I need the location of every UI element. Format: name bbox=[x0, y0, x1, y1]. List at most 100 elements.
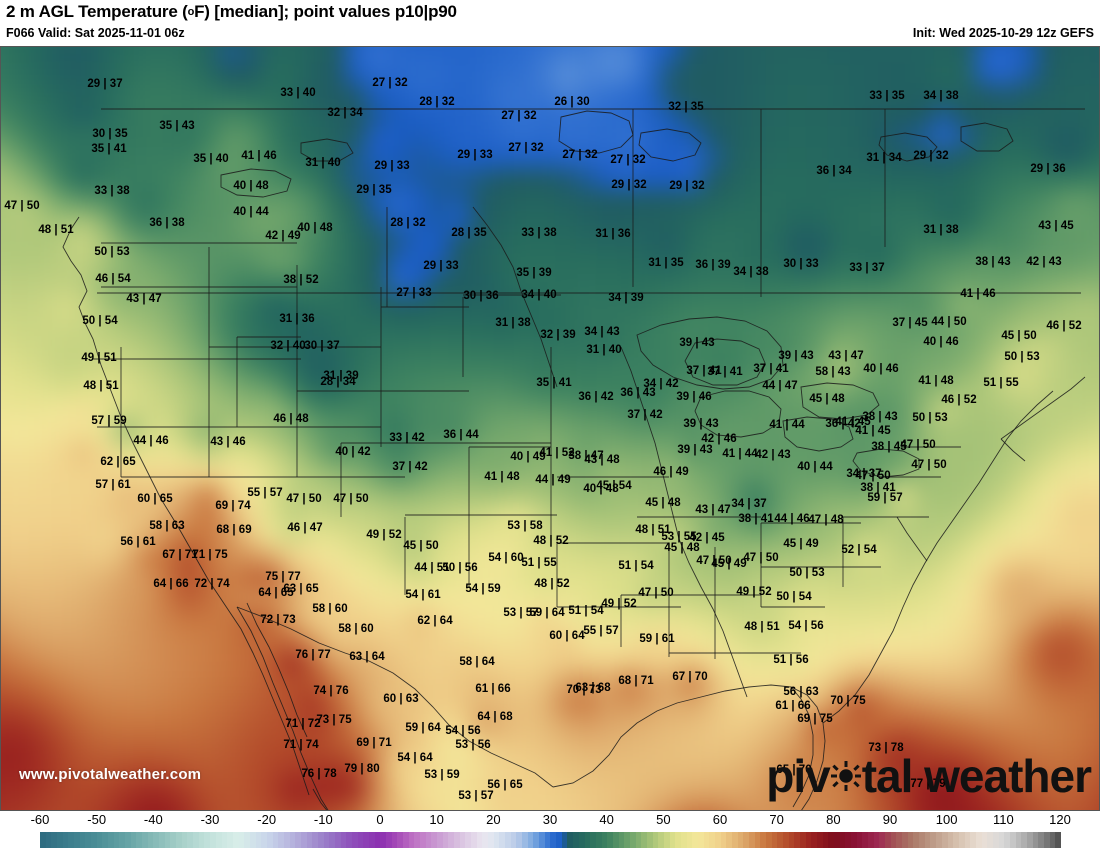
point-value: 47 | 50 bbox=[696, 555, 732, 567]
colorbar-segment bbox=[1032, 832, 1039, 848]
point-value: 37 | 41 bbox=[707, 366, 743, 378]
point-value: 34 | 42 bbox=[643, 378, 679, 390]
point-value: 35 | 41 bbox=[91, 143, 127, 155]
colorbar-segment bbox=[340, 832, 347, 848]
colorbar-segment bbox=[987, 832, 993, 848]
colorbar-segment bbox=[329, 832, 335, 848]
point-value: 41 | 45 bbox=[835, 416, 871, 428]
map-canvas[interactable]: 30 | 35 35 | 41 33 | 38 47 | 50 48 | 51 50 | … bbox=[0, 46, 1100, 811]
point-value: 41 | 48 bbox=[484, 471, 520, 483]
colorbar-segment bbox=[805, 832, 812, 848]
colorbar-segment bbox=[720, 832, 727, 848]
colorbar-segment bbox=[924, 832, 931, 848]
point-value: 40 | 44 bbox=[233, 206, 269, 218]
colorbar-segment bbox=[153, 832, 160, 848]
point-value: 45 | 48 bbox=[809, 393, 845, 405]
point-value: 33 | 35 bbox=[869, 90, 905, 102]
page-title: 2 m AGL Temperature (oF) [median]; point… bbox=[6, 2, 457, 22]
colorbar-tick-label: -60 bbox=[30, 812, 50, 827]
point-value: 38 | 52 bbox=[283, 274, 319, 286]
point-value: 38 | 41 bbox=[738, 513, 774, 525]
point-value: 41 | 48 bbox=[918, 375, 954, 387]
point-value: 65 | 70 bbox=[776, 764, 812, 776]
colorbar-segment bbox=[975, 832, 982, 848]
colorbar-segment bbox=[522, 832, 528, 848]
point-value: 36 | 44 bbox=[443, 429, 479, 441]
point-value: 36 | 43 bbox=[620, 387, 656, 399]
point-value: 48 | 51 bbox=[83, 380, 119, 392]
colorbar-segment bbox=[193, 832, 199, 848]
point-value: 56 | 65 bbox=[487, 779, 523, 791]
point-value: 50 | 53 bbox=[789, 567, 825, 579]
colorbar-segment bbox=[170, 832, 177, 848]
point-value: 68 | 69 bbox=[216, 524, 252, 536]
point-value: 29 | 36 bbox=[1030, 163, 1066, 175]
colorbar-segment bbox=[459, 832, 466, 848]
colorbar-segment bbox=[692, 832, 698, 848]
point-value: 42 | 43 bbox=[1026, 256, 1062, 268]
point-value: 58 | 43 bbox=[815, 366, 851, 378]
colorbar-segment bbox=[964, 832, 971, 848]
colorbar-segment bbox=[862, 832, 869, 848]
colorbar-segment bbox=[278, 832, 284, 848]
colorbar-segment bbox=[731, 832, 738, 848]
point-value: 31 | 34 bbox=[866, 152, 902, 164]
colorbar-segment bbox=[970, 832, 976, 848]
site-url-watermark: www.pivotalweather.com bbox=[19, 766, 202, 783]
point-value: 54 | 56 bbox=[788, 620, 824, 632]
colorbar-segment bbox=[227, 832, 233, 848]
colorbar-segment bbox=[953, 832, 959, 848]
colorbar-segment bbox=[493, 832, 500, 848]
colorbar-segment bbox=[1049, 832, 1056, 848]
point-value: 39 | 43 bbox=[677, 444, 713, 456]
point-value: 62 | 65 bbox=[100, 456, 136, 468]
colorbar-segment bbox=[198, 832, 205, 848]
colorbar-gradient[interactable] bbox=[40, 832, 1061, 848]
point-value: 31 | 39 bbox=[323, 370, 359, 382]
point-value: 54 | 60 bbox=[488, 552, 524, 564]
colorbar-segment bbox=[697, 832, 704, 848]
point-value: 31 | 36 bbox=[595, 228, 631, 240]
point-value: 69 | 71 bbox=[356, 737, 392, 749]
point-value: 33 | 42 bbox=[389, 432, 425, 444]
point-value: 53 | 57 bbox=[458, 790, 494, 802]
point-value: 36 | 42 bbox=[825, 418, 861, 430]
point-value: 47 | 50 bbox=[286, 493, 322, 505]
colorbar-segment bbox=[147, 832, 154, 848]
point-value: 41 | 44 bbox=[769, 419, 805, 431]
colorbar-segment bbox=[57, 832, 63, 848]
colorbar-tick-label: -40 bbox=[143, 812, 163, 827]
colorbar-segment bbox=[289, 832, 296, 848]
point-value: 53 | 57 bbox=[503, 607, 539, 619]
point-value: 40 | 48 bbox=[297, 222, 333, 234]
point-value: 47 | 50 bbox=[911, 459, 947, 471]
colorbar-segment bbox=[567, 832, 574, 848]
colorbar-segment bbox=[817, 832, 823, 848]
init-time-label: Init: Wed 2025-10-29 12z GEFS bbox=[912, 26, 1094, 40]
colorbar-segment bbox=[488, 832, 494, 848]
colorbar-segment bbox=[771, 832, 778, 848]
colorbar-segment bbox=[783, 832, 789, 848]
point-value: 69 | 74 bbox=[215, 500, 251, 512]
colorbar-segment bbox=[941, 832, 948, 848]
point-value: 64 | 66 bbox=[153, 578, 189, 590]
colorbar-segment bbox=[879, 832, 886, 848]
point-value: 35 | 41 bbox=[536, 377, 572, 389]
colorbar-segment bbox=[283, 832, 290, 848]
colorbar-segment bbox=[839, 832, 846, 848]
colorbar-segment bbox=[794, 832, 801, 848]
point-value: 49 | 52 bbox=[601, 598, 637, 610]
colorbar-segment bbox=[385, 832, 392, 848]
point-value: 40 | 42 bbox=[335, 446, 371, 458]
point-value: 29 | 33 bbox=[457, 149, 493, 161]
colorbar-segment bbox=[550, 832, 557, 848]
point-value: 48 | 52 bbox=[534, 578, 570, 590]
colorbar-segment bbox=[896, 832, 903, 848]
point-value: 37 | 42 bbox=[627, 409, 663, 421]
point-value: 63 | 65 bbox=[283, 583, 319, 595]
point-value: 31 | 38 bbox=[923, 224, 959, 236]
point-value: 29 | 33 bbox=[374, 160, 410, 172]
colorbar-segment bbox=[408, 832, 415, 848]
point-value: 55 | 57 bbox=[247, 487, 283, 499]
